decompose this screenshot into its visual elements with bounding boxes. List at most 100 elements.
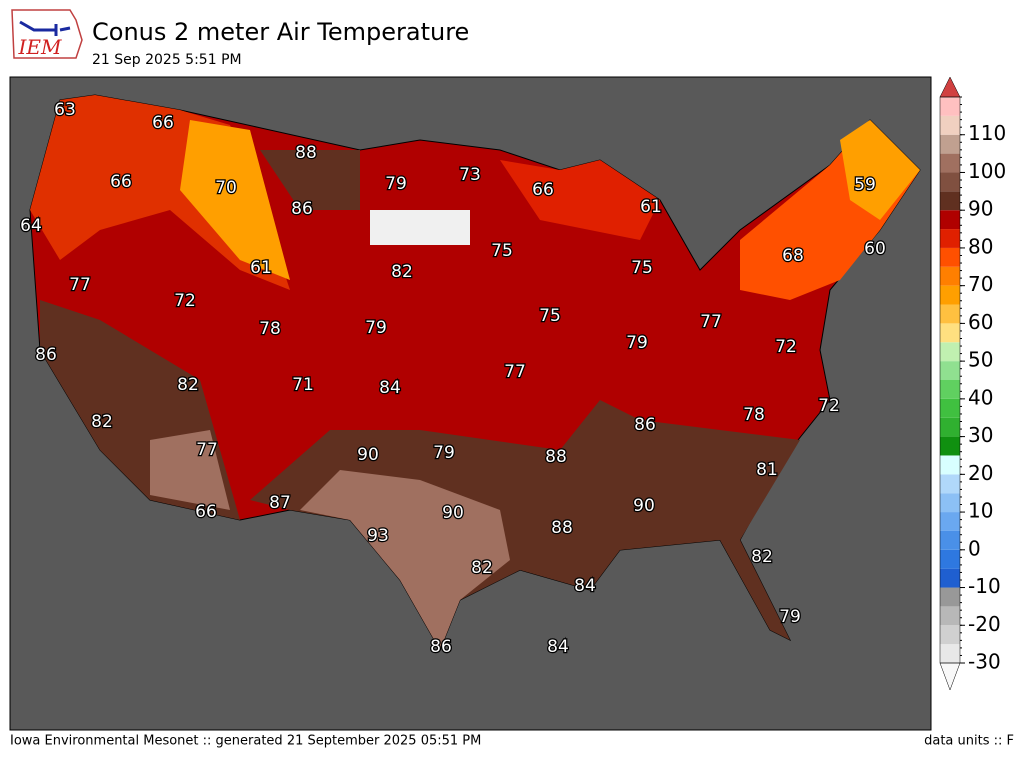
station-value: 84 — [547, 637, 569, 657]
station-value: 72 — [174, 291, 196, 311]
logo-shape — [11, 9, 83, 59]
colorbar-frame — [939, 96, 961, 664]
station-value: 90 — [357, 445, 379, 465]
colorbar-swatch — [940, 606, 960, 626]
station-value: 61 — [250, 258, 272, 278]
colorbar-tick-label: 110 — [968, 121, 1006, 145]
station-value: 78 — [743, 405, 765, 425]
station-value: 78 — [259, 319, 281, 339]
station-value: 75 — [491, 241, 513, 261]
region-montana — [260, 150, 360, 210]
region-cool-spot — [370, 210, 470, 245]
colorbar-top — [939, 76, 961, 98]
station-value: 84 — [574, 576, 596, 596]
colorbar-swatch — [940, 172, 960, 192]
station-value: 82 — [391, 262, 413, 282]
station-value: 86 — [634, 415, 656, 435]
colorbar-swatch — [940, 436, 960, 456]
station-value: 64 — [20, 216, 42, 236]
station-value: 93 — [367, 526, 389, 546]
colorbar-swatch — [940, 625, 960, 645]
station-value: 77 — [504, 362, 526, 382]
colorbar-swatch — [940, 474, 960, 494]
station-value: 66 — [195, 502, 217, 522]
colorbar: -30 -20 -10 0 10 20 30 40 50 60 70 80 90 100 110 — [939, 76, 1006, 691]
colorbar-swatch — [940, 342, 960, 362]
colorbar-swatch — [940, 512, 960, 531]
colorbar-tick-label: 20 — [968, 461, 993, 485]
station-value: 81 — [756, 460, 778, 480]
region-warm-1 — [180, 120, 290, 280]
colorbar-tick-label: 50 — [968, 348, 993, 372]
colorbar-tick-label: -30 — [968, 650, 1001, 674]
title: Conus 2 meter Air Temperature — [92, 18, 469, 46]
station-value: 72 — [818, 396, 840, 416]
footer-left: Iowa Environmental Mesonet :: generated … — [10, 734, 481, 749]
colorbar-tick-label: -10 — [968, 574, 1001, 598]
station-value: 70 — [215, 178, 237, 198]
colorbar-tick-label: 40 — [968, 385, 993, 409]
station-value: 90 — [442, 503, 464, 523]
station-value: 77 — [196, 440, 218, 460]
station-value: 68 — [782, 246, 804, 266]
station-value: 88 — [551, 518, 573, 538]
colorbar-swatch — [940, 304, 960, 324]
station-value: 66 — [152, 113, 174, 133]
colorbar-swatch — [940, 361, 960, 380]
colorbar-tick-label: 100 — [968, 159, 1006, 183]
colorbar-swatch — [940, 493, 960, 513]
station-value: 63 — [54, 100, 76, 120]
station-value: 72 — [775, 337, 797, 357]
colorbar-swatch — [940, 323, 960, 343]
station-value: 77 — [69, 275, 91, 295]
station-value: 87 — [269, 493, 291, 513]
colorbar-tick-label: 80 — [968, 234, 993, 258]
colorbar-swatch — [940, 380, 960, 399]
colorbar-tick-label: 90 — [968, 197, 993, 221]
colorbar-swatch — [940, 153, 960, 173]
region-maine — [840, 120, 920, 220]
subtitle: 21 Sep 2025 5:51 PM — [92, 52, 242, 68]
station-value: 66 — [110, 172, 132, 192]
colorbar-swatch — [940, 191, 960, 211]
station-value: 79 — [433, 443, 455, 463]
station-value: 86 — [291, 199, 313, 219]
colorbar-swatch — [940, 247, 960, 267]
station-value: 79 — [779, 607, 801, 627]
station-value: 86 — [35, 345, 57, 365]
station-value: 79 — [626, 333, 648, 353]
station-value: 82 — [751, 547, 773, 567]
colorbar-swatch — [940, 134, 960, 154]
colorbar-swatch — [940, 587, 960, 607]
colorbar-swatch — [940, 644, 960, 663]
colorbar-swatch — [940, 229, 960, 248]
colorbar-swatch — [940, 97, 960, 116]
region-texas — [300, 470, 510, 650]
colorbar-swatch — [940, 115, 960, 135]
station-value: 75 — [539, 306, 561, 326]
colorbar-bottom — [939, 662, 961, 691]
region-south — [250, 400, 800, 650]
footer-right: data units :: F — [924, 734, 1014, 749]
colorbar-swatch — [940, 549, 960, 569]
station-value: 84 — [379, 378, 401, 398]
colorbar-swatch — [940, 285, 960, 305]
colorbar-tick-label: 30 — [968, 423, 993, 447]
station-value: 90 — [633, 496, 655, 516]
colorbar-swatch — [940, 455, 960, 475]
station-value: 71 — [292, 375, 314, 395]
colorbar-swatch — [940, 568, 960, 588]
station-value: 86 — [430, 637, 452, 657]
colorbar-tick-label: 70 — [968, 272, 993, 296]
station-value: 77 — [700, 312, 722, 332]
logo: IEM — [11, 9, 83, 59]
colorbar-tick-label: -20 — [968, 612, 1001, 636]
colorbar-swatch — [940, 210, 960, 230]
station-value: 73 — [459, 165, 481, 185]
station-value: 82 — [471, 558, 493, 578]
station-value: 79 — [365, 318, 387, 338]
logo-text: IEM — [18, 35, 63, 59]
colorbar-swatch — [940, 530, 960, 550]
station-value: 79 — [385, 174, 407, 194]
